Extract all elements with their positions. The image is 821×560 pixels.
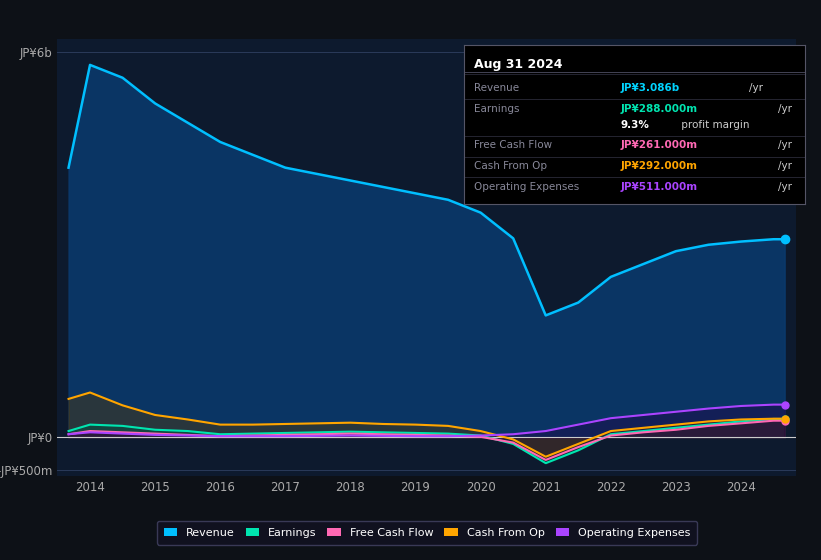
Text: Revenue: Revenue	[474, 83, 519, 93]
Text: Cash From Op: Cash From Op	[474, 161, 547, 171]
Text: Operating Expenses: Operating Expenses	[474, 182, 580, 192]
Text: JP¥261.000m: JP¥261.000m	[621, 141, 698, 150]
Text: Free Cash Flow: Free Cash Flow	[474, 141, 553, 150]
Text: JP¥292.000m: JP¥292.000m	[621, 161, 698, 171]
Text: /yr: /yr	[778, 141, 792, 150]
Text: Earnings: Earnings	[474, 104, 520, 114]
Text: JP¥288.000m: JP¥288.000m	[621, 104, 698, 114]
Text: /yr: /yr	[778, 104, 792, 114]
Text: 9.3%: 9.3%	[621, 120, 649, 129]
Text: JP¥511.000m: JP¥511.000m	[621, 182, 698, 192]
Text: profit margin: profit margin	[678, 120, 750, 129]
Legend: Revenue, Earnings, Free Cash Flow, Cash From Op, Operating Expenses: Revenue, Earnings, Free Cash Flow, Cash …	[157, 521, 697, 545]
Text: /yr: /yr	[750, 83, 764, 93]
Text: JP¥3.086b: JP¥3.086b	[621, 83, 680, 93]
Text: /yr: /yr	[778, 182, 792, 192]
Text: Aug 31 2024: Aug 31 2024	[474, 58, 562, 71]
Text: /yr: /yr	[778, 161, 792, 171]
